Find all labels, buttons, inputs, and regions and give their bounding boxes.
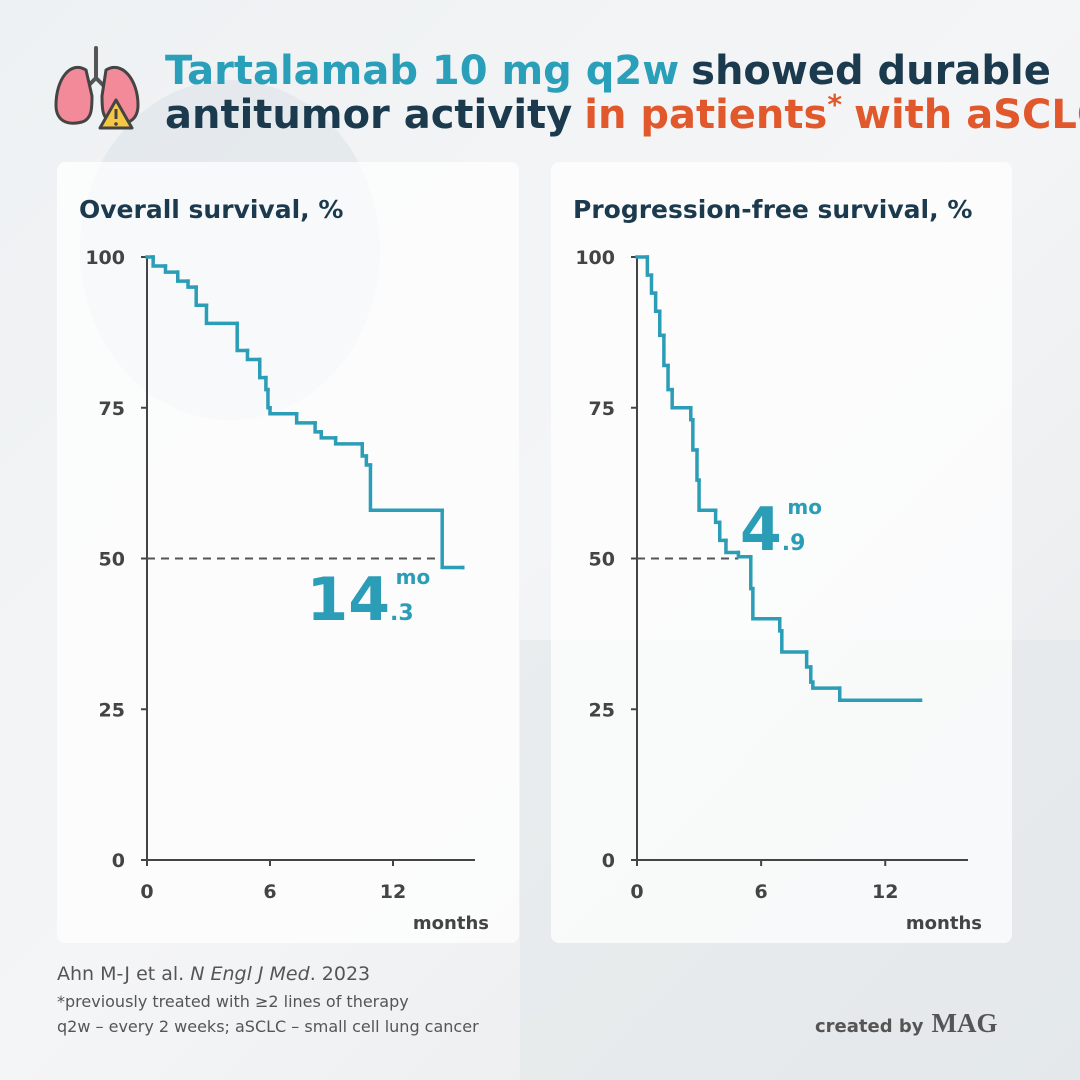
survival-step <box>724 538 741 555</box>
survival-step <box>319 430 338 440</box>
median-whole: 4 <box>740 495 782 565</box>
survival-step <box>163 264 180 274</box>
title-part: with aSCLC <box>854 92 1080 138</box>
survival-step <box>258 357 268 380</box>
survival-step <box>294 412 317 425</box>
x-tick-label: 6 <box>263 881 276 903</box>
lung-icon <box>54 46 140 130</box>
chart-card <box>57 162 519 943</box>
survival-step <box>194 285 209 307</box>
survival-step <box>780 629 809 654</box>
footnote: *previously treated with ≥2 lines of the… <box>57 992 409 1011</box>
survival-step <box>245 348 262 362</box>
x-tick-label: 6 <box>755 881 768 903</box>
title-line: antitumor activity in patients* with aSCLC <box>165 88 1080 138</box>
survival-step <box>186 279 198 289</box>
chart-title: Overall survival, % <box>79 195 343 224</box>
y-tick-label: 100 <box>85 247 125 269</box>
brand: MAG <box>931 1008 997 1038</box>
survival-step <box>837 686 923 702</box>
median-whole: 14 <box>307 565 391 635</box>
median-label: 14.3 mo <box>307 565 431 635</box>
survival-step <box>333 436 364 446</box>
y-tick-label: 25 <box>589 699 615 721</box>
survival-step <box>718 520 728 543</box>
chart-card <box>551 162 1012 943</box>
citation-part: . 2023 <box>310 963 370 985</box>
title-part: in patients <box>584 92 827 138</box>
survival-step <box>151 255 168 268</box>
survival-step <box>176 270 190 283</box>
title-part: antitumor activity <box>165 92 572 138</box>
survival-step <box>736 550 753 559</box>
title-part: showed durable <box>691 48 1051 94</box>
chart: Overall survival, % 0 25 50 75 100 0 6 12 months 1… <box>79 195 489 934</box>
x-axis-label: months <box>906 913 982 934</box>
y-tick-label: 0 <box>112 850 125 872</box>
survival-step <box>266 387 272 410</box>
y-tick-label: 50 <box>99 549 125 571</box>
y-tick-label: 25 <box>99 699 125 721</box>
title-part: Tartalamab 10 mg q2w <box>165 48 679 94</box>
citation-part: N Engl J Med <box>190 963 310 985</box>
survival-step <box>313 421 323 434</box>
median-label: 4.9 mo <box>740 495 822 565</box>
chart: Progression-free survival, % 0 25 50 75 100 0 6… <box>573 195 982 934</box>
survival-step <box>697 478 718 513</box>
x-tick-label: 12 <box>872 881 898 903</box>
x-tick-label: 0 <box>630 881 643 903</box>
survival-step <box>268 406 299 416</box>
footnote: q2w – every 2 weeks; aSCLC – small cell … <box>57 1017 479 1036</box>
chart-title: Progression-free survival, % <box>573 195 972 224</box>
y-tick-label: 0 <box>602 850 615 872</box>
citation: Ahn M-J et al. N Engl J Med. 2023 <box>57 963 370 985</box>
credit: created by MAG <box>815 1008 997 1038</box>
median-unit: mo <box>396 565 431 589</box>
survival-step <box>440 508 465 570</box>
median-unit: mo <box>787 495 822 519</box>
y-tick-label: 100 <box>575 247 615 269</box>
title-line: Tartalamab 10 mg q2w showed durable <box>165 48 1051 94</box>
y-tick-label: 75 <box>99 398 125 420</box>
survival-step <box>811 680 842 690</box>
y-tick-label: 75 <box>589 398 615 420</box>
x-tick-label: 0 <box>140 881 153 903</box>
survival-step <box>204 303 239 326</box>
citation-part: Ahn M-J et al. <box>57 963 184 985</box>
x-tick-label: 12 <box>380 881 406 903</box>
survival-step <box>235 321 250 353</box>
survival-step <box>264 375 270 392</box>
survival-step <box>670 387 693 410</box>
credit-text: created by <box>815 1016 924 1037</box>
charts: Overall survival, % 0 25 50 75 100 0 6 12 months 1… <box>79 195 982 934</box>
x-axis-label: months <box>413 913 489 934</box>
survival-step <box>368 463 444 513</box>
median-decimal: .3 <box>390 601 414 626</box>
survival-step <box>751 586 782 621</box>
median-decimal: .9 <box>782 531 806 556</box>
y-tick-label: 50 <box>589 549 615 571</box>
title-part: * <box>827 88 842 121</box>
